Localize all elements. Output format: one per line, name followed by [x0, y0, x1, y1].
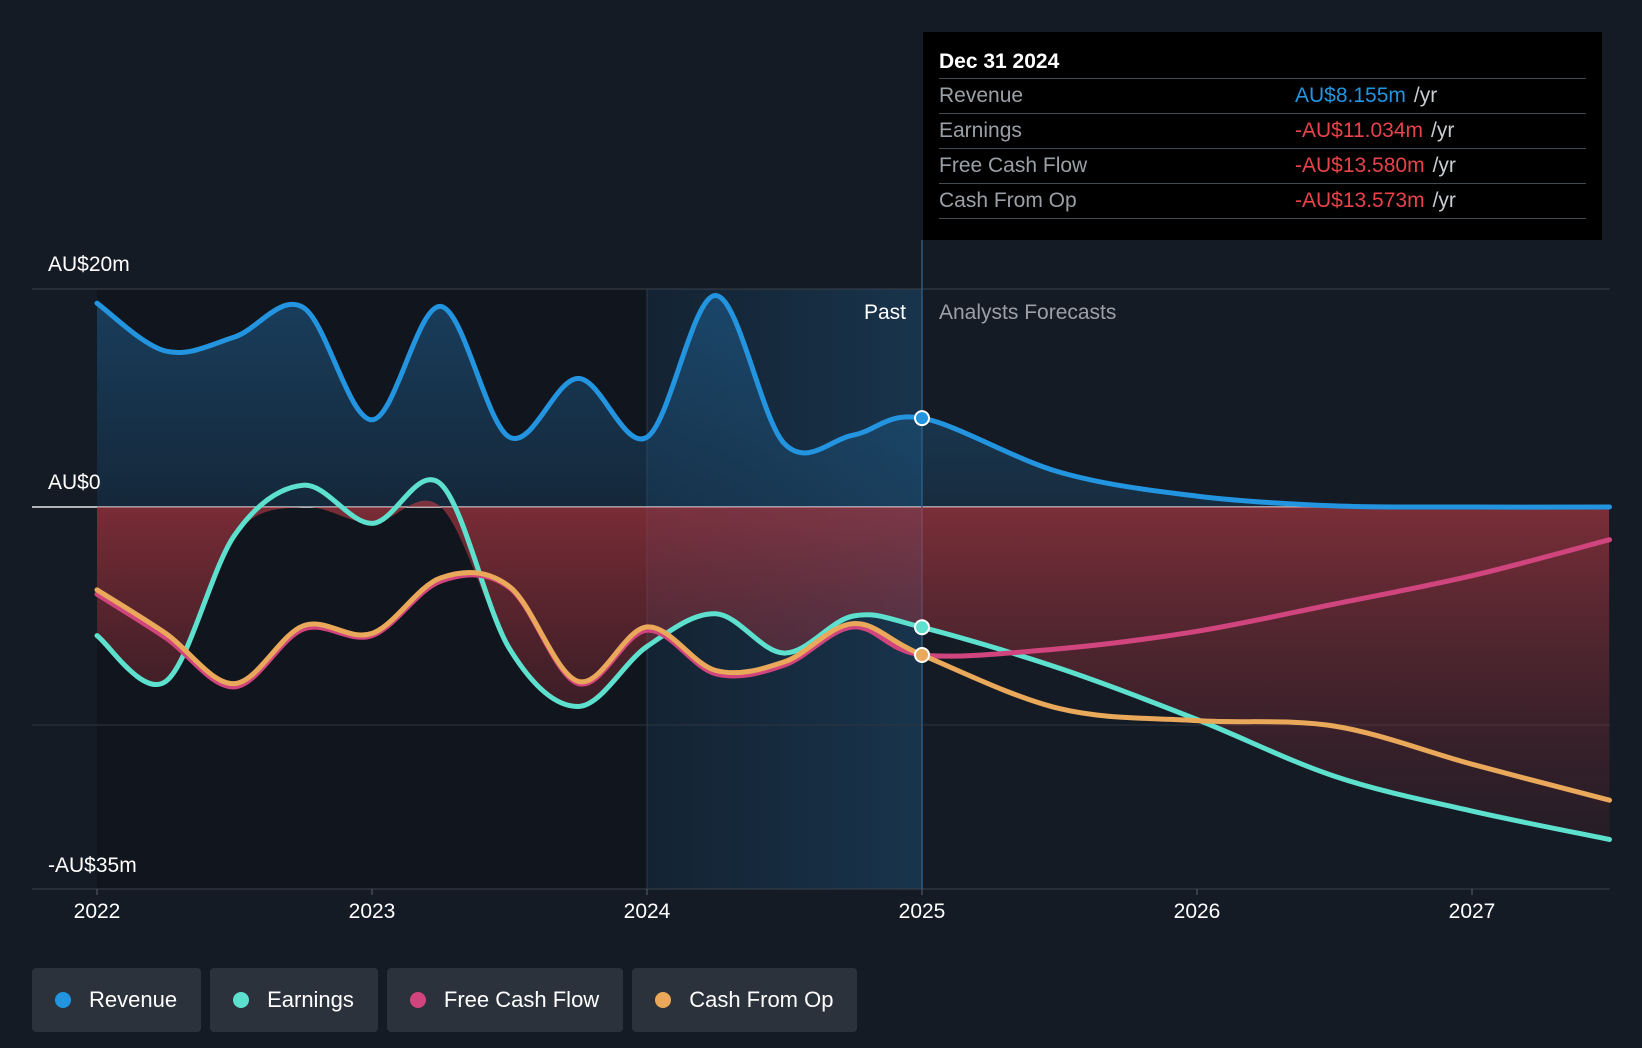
- legend-dot-icon: [655, 992, 672, 1008]
- tooltip-label: Revenue: [939, 84, 1024, 107]
- x-tick-label: 2022: [73, 900, 121, 923]
- tooltip-value: -AU$13.580m: [1295, 154, 1425, 177]
- legend-dot-icon: [55, 992, 71, 1008]
- earnings-line: [94, 477, 1612, 842]
- legend-item-revenue[interactable]: Revenue: [32, 968, 202, 1032]
- legend-item-earnings[interactable]: Earnings: [210, 968, 378, 1032]
- tooltip-date: Dec 31 2024: [939, 46, 1586, 79]
- legend-dot-icon: [233, 992, 250, 1008]
- negative-area: [97, 500, 1610, 840]
- x-tick-label: 2024: [623, 900, 671, 923]
- tooltip-label: Free Cash Flow: [939, 154, 1088, 177]
- legend-item-free-cash-flow[interactable]: Free Cash Flow: [386, 968, 624, 1032]
- revenue-line: [94, 292, 1612, 510]
- cash-from-op-line: [94, 570, 1612, 803]
- tooltip-row-earnings: Earnings -AU$11.034m /yr: [939, 114, 1586, 149]
- revenue-marker: [914, 410, 930, 427]
- earnings-marker: [914, 619, 930, 636]
- tooltip: Dec 31 2024 Revenue AU$8.155m /yr Earnin…: [923, 32, 1602, 240]
- x-tick-label: 2023: [348, 900, 396, 923]
- x-tick-label: 2025: [898, 900, 946, 923]
- legend-item-cash-from-op[interactable]: Cash From Op: [632, 968, 858, 1032]
- legend-dot-icon: [409, 992, 426, 1008]
- legend-label: Earnings: [267, 987, 354, 1012]
- tooltip-unit: /yr: [1432, 154, 1456, 177]
- legend-label: Cash From Op: [689, 987, 834, 1012]
- y-label-zero: AU$0: [48, 471, 101, 494]
- revenue-area: [97, 295, 1610, 508]
- x-tick-label: 2026: [1173, 900, 1221, 923]
- y-label-bottom: -AU$35m: [48, 854, 137, 877]
- legend: Revenue Earnings Free Cash Flow Cash Fro…: [32, 968, 858, 1032]
- tooltip-unit: /yr: [1432, 189, 1456, 212]
- tooltip-label: Cash From Op: [939, 189, 1077, 212]
- free-cash-flow-line: [94, 537, 1612, 690]
- tooltip-value: AU$8.155m: [1295, 84, 1406, 107]
- past-label: Past: [863, 301, 906, 324]
- tooltip-row-free-cash-flow: Free Cash Flow -AU$13.580m /yr: [939, 149, 1586, 184]
- tooltip-label: Earnings: [939, 119, 1022, 142]
- tooltip-value: -AU$11.034m: [1295, 119, 1424, 142]
- tooltip-unit: /yr: [1413, 84, 1438, 107]
- cash-from-op-marker: [914, 646, 930, 663]
- tooltip-unit: /yr: [1431, 119, 1455, 142]
- y-label-top: AU$20m: [48, 253, 130, 276]
- legend-label: Free Cash Flow: [443, 987, 600, 1012]
- tooltip-row-cash-from-op: Cash From Op -AU$13.573m /yr: [939, 184, 1586, 219]
- tooltip-row-revenue: Revenue AU$8.155m /yr: [939, 79, 1586, 114]
- x-tick-label: 2027: [1448, 900, 1496, 923]
- tooltip-value: -AU$13.573m: [1295, 189, 1425, 212]
- legend-label: Revenue: [89, 987, 178, 1012]
- forecast-label: Analysts Forecasts: [939, 301, 1117, 324]
